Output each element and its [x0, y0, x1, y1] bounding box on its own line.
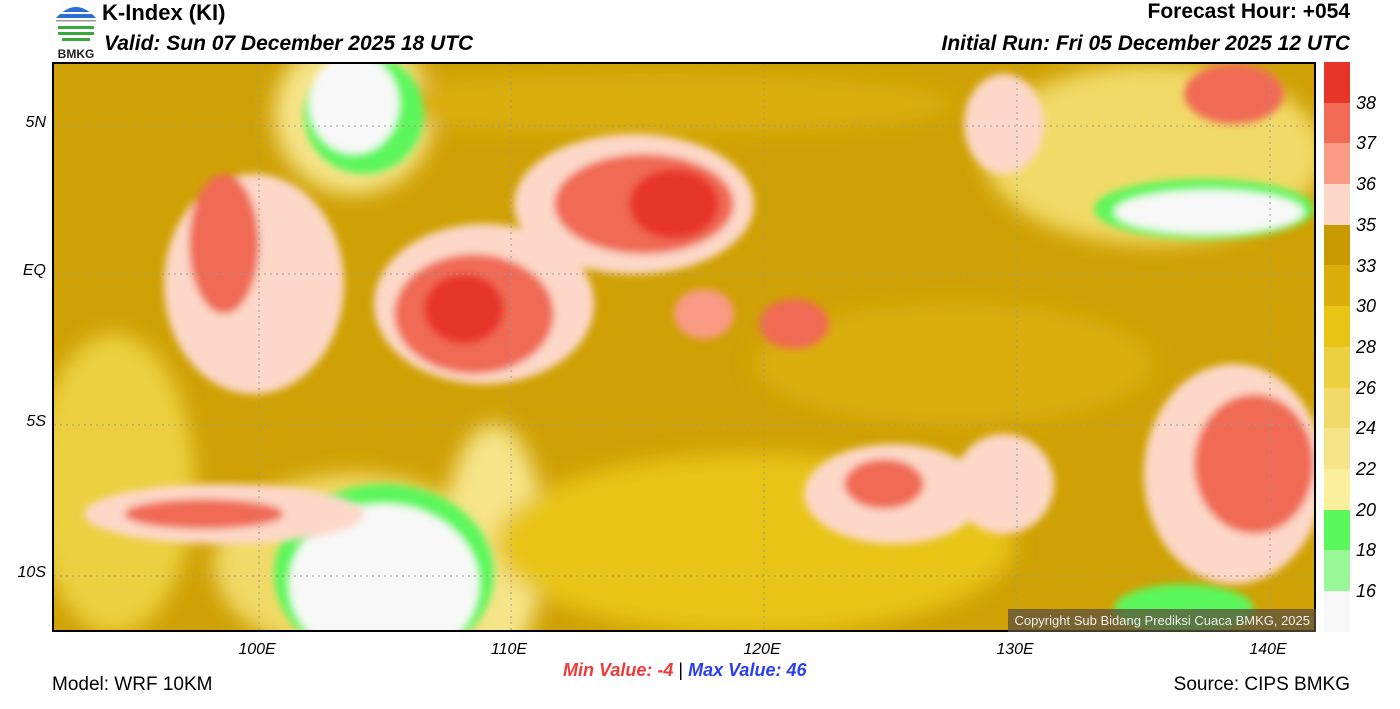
colorbar-label: 22 [1356, 459, 1377, 479]
model-label: Model: WRF 10KM [52, 674, 213, 695]
colorbar-label: 38 [1356, 92, 1377, 113]
colorbar-label: 33 [1356, 255, 1377, 276]
separator: | [678, 660, 684, 680]
colorbar-segment [1324, 550, 1350, 591]
colorbar-label: 35 [1356, 214, 1377, 235]
copyright: Copyright Sub Bidang Prediksi Cuaca BMKG… [1008, 609, 1316, 632]
colorbar-label: 24 [1356, 418, 1377, 439]
lat-tick-5s: 5S [26, 413, 46, 430]
colorbar-segment [1324, 346, 1350, 388]
colorbar-label: 20 [1356, 499, 1377, 520]
lat-tick-10s: 10S [17, 564, 46, 581]
colorbar-label: 36 [1356, 174, 1377, 195]
lat-tick-5n: 5N [25, 114, 46, 131]
colorbar [1324, 62, 1350, 632]
colorbar-label: 18 [1356, 540, 1377, 561]
colorbar-segment [1324, 509, 1350, 551]
colorbar-segment [1324, 306, 1350, 347]
lon-tick-120e: 120E [743, 641, 781, 658]
colorbar-label: 30 [1356, 296, 1377, 317]
lon-tick-110e: 110E [490, 641, 528, 658]
source-label: Source: CIPS BMKG [1173, 674, 1350, 695]
colorbar-segment [1324, 224, 1350, 266]
colorbar-label: 26 [1356, 377, 1377, 398]
colorbar-segment [1324, 468, 1350, 510]
lon-tick-130e: 130E [996, 641, 1034, 658]
colorbar-segment [1324, 387, 1350, 429]
lat-tick-eq: EQ [22, 262, 46, 279]
forecast-hour: Forecast Hour: +054 [1147, 0, 1351, 23]
lon-tick-140e: 140E [1249, 641, 1287, 658]
colorbar-segment [1324, 62, 1350, 103]
colorbar-segment [1324, 265, 1350, 307]
colorbar-label: 28 [1356, 336, 1377, 357]
colorbar-segment [1324, 102, 1350, 144]
min-value: Min Value: -4 [563, 660, 674, 680]
lon-tick-100e: 100E [238, 641, 276, 658]
svg-text:BMKG: BMKG [58, 47, 95, 60]
chart-title: K-Index (KI) [102, 0, 226, 25]
colorbar-segment [1324, 428, 1350, 469]
bmkg-logo: BMKG [52, 0, 100, 61]
max-value: Max Value: 46 [688, 660, 807, 680]
colorbar-segment [1324, 184, 1350, 225]
min-max-values: Min Value: -4 | Max Value: 46 [563, 660, 806, 681]
colorbar-segment [1324, 590, 1350, 632]
colorbar-label: 37 [1356, 133, 1377, 154]
colorbar-segment [1324, 143, 1350, 185]
valid-time: Valid: Sun 07 December 2025 18 UTC [104, 32, 474, 55]
colorbar-label: 16 [1356, 581, 1377, 602]
initial-run: Initial Run: Fri 05 December 2025 12 UTC [941, 32, 1350, 55]
k-index-map [52, 62, 1316, 632]
